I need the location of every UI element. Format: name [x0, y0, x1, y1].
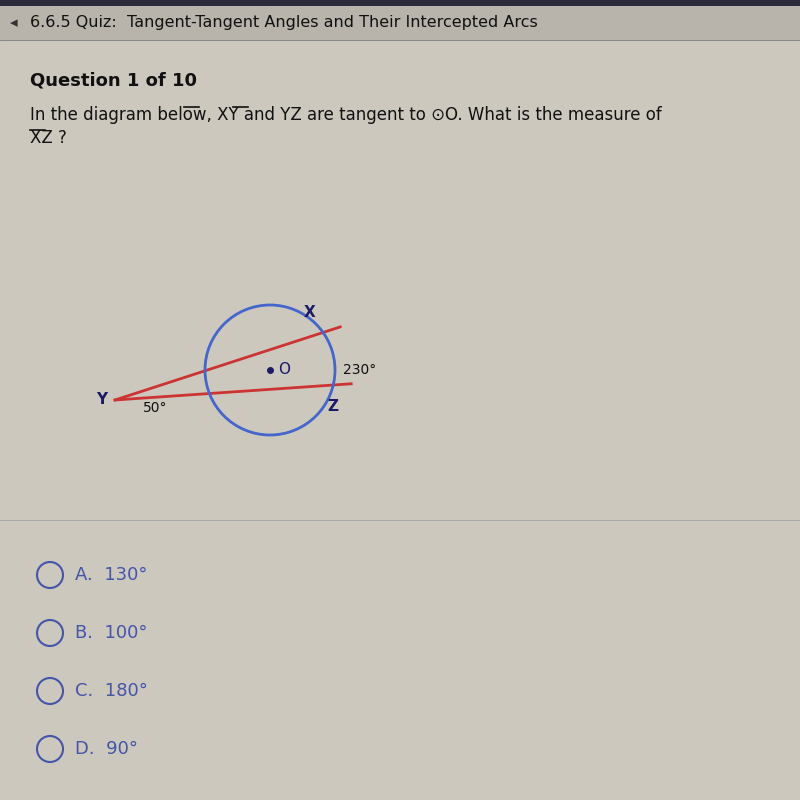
Text: In the diagram below, XY and YZ are tangent to ⊙O. What is the measure of: In the diagram below, XY and YZ are tang…: [30, 106, 662, 124]
Text: ◂: ◂: [10, 15, 18, 30]
Text: D.  90°: D. 90°: [75, 740, 138, 758]
Text: A.  130°: A. 130°: [75, 566, 147, 584]
Text: Z: Z: [328, 399, 338, 414]
Text: 6.6.5 Quiz:  Tangent-Tangent Angles and Their Intercepted Arcs: 6.6.5 Quiz: Tangent-Tangent Angles and T…: [30, 15, 538, 30]
Text: Y: Y: [96, 393, 107, 407]
Text: XZ ?: XZ ?: [30, 129, 67, 147]
Text: O: O: [278, 362, 290, 378]
Text: 230°: 230°: [343, 363, 376, 377]
Bar: [0, 0, 800, 6]
Bar: [0, 0, 800, 40]
Text: Question 1 of 10: Question 1 of 10: [30, 71, 197, 89]
Text: 50°: 50°: [143, 401, 167, 415]
Text: C.  180°: C. 180°: [75, 682, 148, 700]
Text: X: X: [303, 306, 315, 321]
Text: B.  100°: B. 100°: [75, 624, 147, 642]
